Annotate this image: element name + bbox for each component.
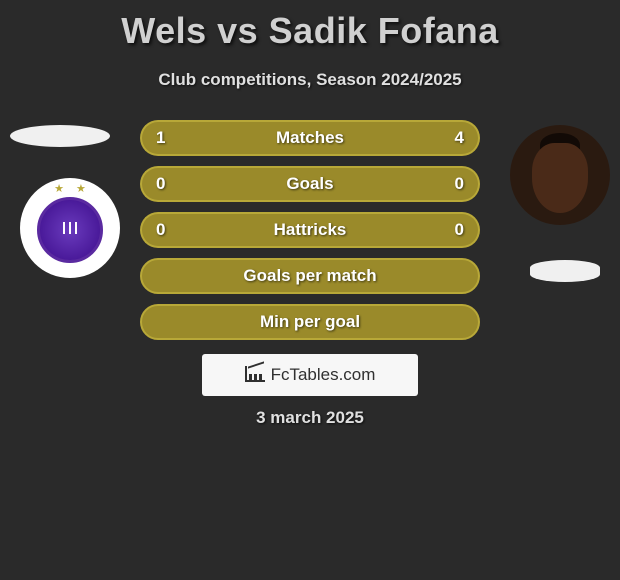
- stat-row-goals-per-match: Goals per match: [140, 258, 480, 294]
- stat-label: Hattricks: [140, 212, 480, 248]
- left-player-avatar: [10, 125, 110, 147]
- stats-panel: 1 Matches 4 0 Goals 0 0 Hattricks 0 Goal…: [140, 120, 480, 350]
- page-title: Wels vs Sadik Fofana: [0, 0, 620, 52]
- right-player-avatar: [510, 125, 610, 225]
- club-crest-icon: [37, 197, 103, 263]
- right-placeholder-oval: [530, 260, 600, 282]
- stat-row-goals: 0 Goals 0: [140, 166, 480, 202]
- stat-value-right: 4: [455, 120, 464, 156]
- stat-label: Matches: [140, 120, 480, 156]
- watermark-badge: FcTables.com: [202, 354, 418, 396]
- stat-value-right: 0: [455, 166, 464, 202]
- stat-row-min-per-goal: Min per goal: [140, 304, 480, 340]
- watermark-text: FcTables.com: [271, 365, 376, 384]
- stat-row-hattricks: 0 Hattricks 0: [140, 212, 480, 248]
- stat-label: Goals: [140, 166, 480, 202]
- left-club-badge: ★★: [20, 178, 120, 278]
- star-icon: ★★: [20, 182, 120, 195]
- page-subtitle: Club competitions, Season 2024/2025: [0, 70, 620, 90]
- stat-label: Min per goal: [140, 304, 480, 340]
- stat-row-matches: 1 Matches 4: [140, 120, 480, 156]
- stat-value-right: 0: [455, 212, 464, 248]
- stat-label: Goals per match: [140, 258, 480, 294]
- generated-date: 3 march 2025: [0, 408, 620, 428]
- bar-chart-icon: [245, 366, 265, 382]
